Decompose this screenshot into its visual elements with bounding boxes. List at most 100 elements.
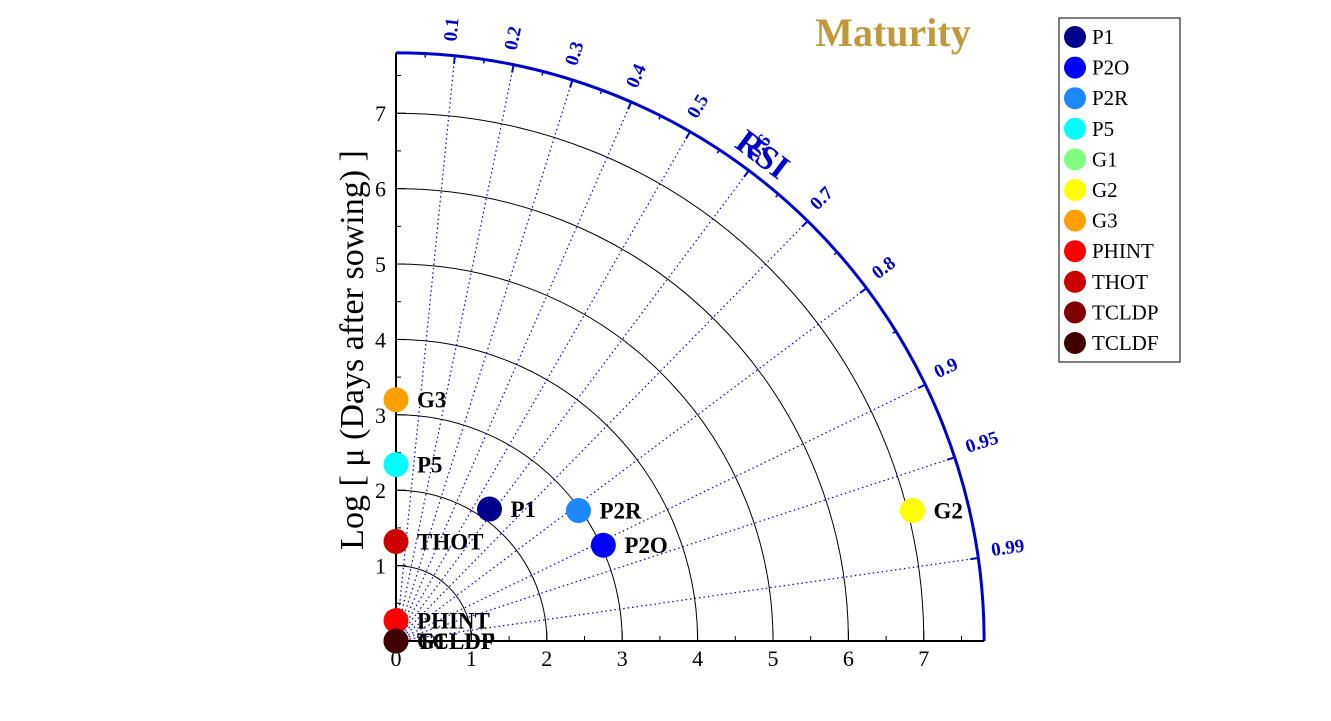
legend-marker-tcldf [1064,332,1086,354]
point-thot [383,528,409,554]
radial-grid-arc [395,112,925,642]
radial-grid-arc [395,188,849,642]
legend-entry-p2o: P2O [1092,56,1129,80]
y-axis-tick-label: 1 [375,554,386,579]
correlation-tick-label: 0.8 [868,253,900,284]
y-axis-tick-label: 2 [375,478,386,503]
x-axis-tick-label: 4 [692,646,703,671]
correlation-tick-label: 0.9 [931,354,962,383]
legend-marker-p2r [1064,87,1086,110]
correlation-ray [395,170,750,642]
point-p1 [476,496,502,522]
x-axis-tick-label: 6 [843,646,854,671]
radial-grid-arc [395,263,774,642]
legend-marker-p1 [1064,26,1086,48]
arc-minor-tick [687,131,691,136]
arc-minor-tick [541,71,544,76]
correlation-ray [395,220,809,642]
point-label-tcldp: TCLDP [417,629,495,654]
correlation-ray [395,79,574,642]
radial-grid-arc [395,338,699,642]
x-axis-tick-label: 3 [617,646,628,671]
x-axis-tick-label: 1 [466,646,477,671]
point-label-g1: G1 [417,629,446,654]
correlation-tick-label: 0.3 [561,39,588,68]
legend-entry-p5: P5 [1092,117,1114,141]
point-label-p2r: P2R [599,499,642,524]
correlation-ray [395,101,632,642]
radial-grid-arc [395,414,623,642]
correlation-ray [395,64,515,642]
legend-entry-g2: G2 [1092,178,1118,202]
point-p2r [565,498,591,524]
outer-arc [395,51,986,642]
radial-grid-arc [395,489,548,642]
legend-marker-g1 [1064,148,1086,171]
legend-entry-p2r: P2R [1092,86,1128,110]
correlation-tick-label: 0.1 [440,17,463,43]
legend-entry-g1: G1 [1092,147,1118,171]
point-label-tcldf: TCLDF [417,629,495,654]
y-axis-tick-label: 4 [375,327,386,352]
point-label-thot: THOT [417,529,483,554]
arc-minor-tick [804,220,809,225]
correlation-ray [395,287,867,642]
correlation-tick-label: 0.2 [501,25,526,52]
point-label-g3: G3 [417,388,446,413]
point-p2o [590,532,616,558]
y-axis-tick-label: 3 [375,403,386,428]
correlation-tick-label: 0.95 [963,427,1001,457]
arc-minor-tick [658,115,662,120]
legend-entry-phint: PHINT [1092,239,1154,263]
correlation-tick-label: 0.5 [683,91,713,122]
arc-minor-tick [833,251,838,256]
arc-minor-tick [950,456,955,460]
arc-minor-tick [745,170,750,175]
legend-marker-p2o [1064,56,1086,79]
arc-title: RSI [729,123,797,187]
x-axis-tick-label: 2 [541,646,552,671]
legend-marker-tcldp [1064,301,1086,324]
legend-marker-g3 [1064,209,1086,232]
y-axis-title: Log [ μ (Days after sowing) ] [334,150,371,550]
y-axis-tick-label: 7 [375,101,386,126]
y-axis-tick-label: 5 [375,252,386,277]
x-axis-tick-label: 7 [918,646,929,671]
arc-minor-tick [482,59,485,64]
arc-minor-tick [921,383,926,388]
legend-marker-phint [1064,240,1086,263]
point-g2 [899,498,925,524]
chart-title: Maturity [815,10,971,55]
legend-entry-thot: THOT [1092,270,1148,294]
arc-minor-tick [628,101,632,106]
arc-minor-tick [892,330,897,334]
x-axis-tick-label: 0 [391,646,402,671]
point-p5 [383,452,409,478]
radial-grid-arc [395,565,472,642]
point-label-phint: PHINT [417,609,490,634]
arc-minor-tick [716,149,721,154]
legend: P1 P2O P2R P5 G1 G2 G3 PHINT THOT TCLDP TCLDF [1058,17,1181,363]
y-axis-tick-label: 6 [375,177,386,202]
point-label-p1: P1 [510,497,536,522]
point-label-g2: G2 [933,499,962,524]
arc-minor-tick [599,89,603,95]
point-tcldf [383,628,409,654]
legend-entry-p1: P1 [1092,25,1114,49]
correlation-tick-label: 0.99 [990,536,1026,561]
legend-marker-thot [1064,270,1086,293]
legend-entry-g3: G3 [1092,209,1118,233]
x-axis-tick-label: 5 [768,646,779,671]
arc-minor-tick [570,79,574,85]
arc-minor-tick [862,287,867,292]
arc-minor-tick [512,64,515,69]
point-label-p2o: P2O [624,533,667,558]
point-label-p5: P5 [417,453,443,478]
legend-marker-p5 [1064,117,1086,140]
point-g3 [383,387,409,413]
arc-minor-tick [775,193,779,198]
legend-entry-tcldp: TCLDP [1092,300,1159,324]
point-phint [383,608,409,634]
